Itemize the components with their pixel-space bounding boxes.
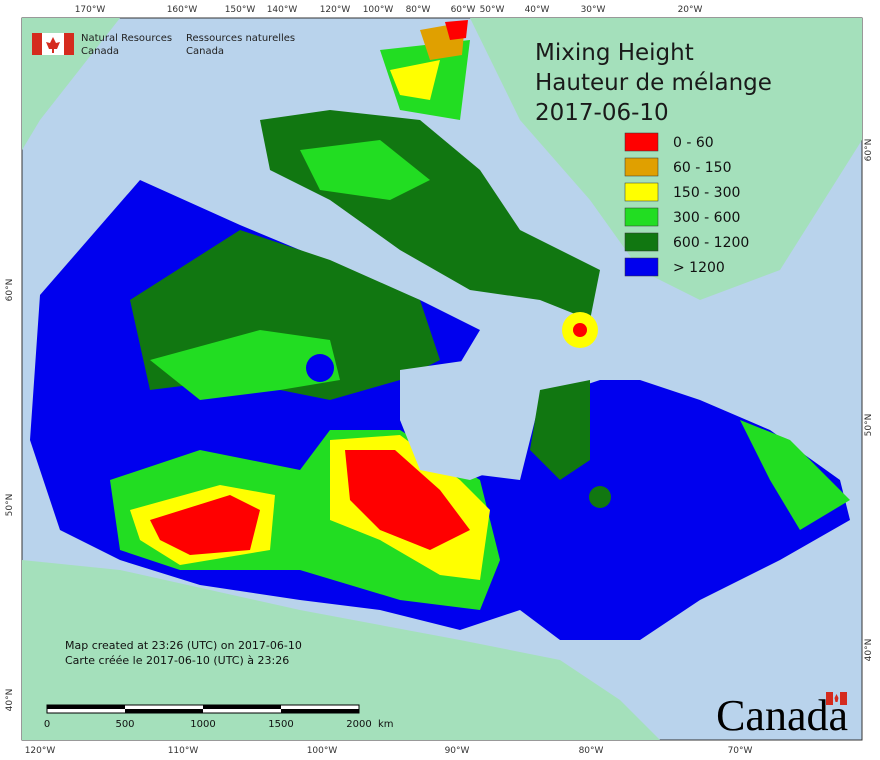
legend-swatch: [624, 132, 659, 152]
legend-label: 0 - 60: [673, 135, 714, 151]
scale-unit: km: [378, 719, 394, 730]
longitude-label: 40°W: [525, 5, 550, 15]
scale-label: 1500: [268, 719, 293, 730]
scale-segment: [47, 705, 125, 709]
map-note: Map created at 23:26 (UTC) on 2017-06-10: [65, 639, 302, 652]
longitude-label: 110°W: [168, 746, 199, 756]
lake-blue-zone: [306, 354, 334, 382]
longitude-label: 100°W: [307, 746, 338, 756]
longitude-label: 120°W: [25, 746, 56, 756]
scale-label: 1000: [190, 719, 215, 730]
longitude-label: 70°W: [728, 746, 753, 756]
latitude-label: 60°N: [5, 279, 15, 302]
longitude-label: 90°W: [445, 746, 470, 756]
longitude-label: 100°W: [363, 5, 394, 15]
map-title: Hauteur de mélange: [535, 70, 772, 96]
map-title: Mixing Height: [535, 40, 694, 66]
baffin-hotspot-core: [573, 323, 587, 337]
wordmark-flag-bar: [840, 692, 847, 705]
ellesmere-yellow-zone: [390, 60, 440, 100]
legend-label: 150 - 300: [673, 185, 740, 201]
latitude-label: 40°N: [864, 639, 874, 662]
latitude-label: 50°N: [864, 414, 874, 437]
legend-swatch: [624, 232, 659, 252]
longitude-label: 50°W: [480, 5, 505, 15]
flag-bar: [32, 33, 42, 55]
wordmark-flag-leaf: [834, 694, 839, 702]
usa-land: [22, 560, 660, 740]
org-name-en: Canada: [81, 46, 119, 57]
map-note: Carte créée le 2017-06-10 (UTC) à 23:26: [65, 654, 289, 667]
legend-label: 60 - 150: [673, 160, 732, 176]
ellesmere-red-zone: [445, 20, 468, 40]
longitude-label: 150°W: [225, 5, 256, 15]
scale-label: 500: [115, 719, 134, 730]
scale-bar: 0 500 1000 1500 2000 km: [44, 704, 394, 730]
scale-label: 0: [44, 719, 50, 730]
latitude-label: 60°N: [864, 139, 874, 162]
longitude-label: 30°W: [581, 5, 606, 15]
longitude-label: 80°W: [579, 746, 604, 756]
flag-bar: [64, 33, 74, 55]
hudson-bay: [400, 360, 520, 480]
legend-label: 600 - 1200: [673, 235, 749, 251]
legend-swatch: [624, 157, 659, 177]
greenland-land: [470, 18, 862, 300]
prairie-red-zone: [150, 495, 260, 555]
org-name-fr: Canada: [186, 46, 224, 57]
maritime-green-zone: [740, 420, 850, 530]
flag-leaf: [46, 37, 60, 53]
longitude-label: 140°W: [267, 5, 298, 15]
scale-segment: [203, 705, 281, 709]
longitude-label: 160°W: [167, 5, 198, 15]
map-title: 2017-06-10: [535, 100, 669, 126]
latitude-label: 40°N: [5, 689, 15, 712]
scale-segment: [125, 709, 203, 713]
legend-swatch: [624, 182, 659, 202]
org-name-fr: Ressources naturelles: [186, 33, 295, 44]
legend-swatch: [624, 207, 659, 227]
legend-label: > 1200: [673, 260, 725, 276]
longitude-label: 170°W: [75, 5, 106, 15]
longitude-label: 60°W: [451, 5, 476, 15]
wordmark-flag-bar: [826, 692, 833, 705]
wordmark: Canada: [716, 691, 848, 740]
branding: Natural Resources Canada Ressources natu…: [32, 33, 848, 740]
org-name-en: Natural Resources: [81, 33, 172, 44]
latitude-label: 50°N: [5, 494, 15, 517]
longitude-label: 20°W: [678, 5, 703, 15]
north-light-zone: [150, 330, 340, 400]
scale-label: 2000: [346, 719, 371, 730]
ontario-red-zone: [345, 450, 470, 550]
arctic-light-zone: [300, 140, 430, 200]
longitude-label: 120°W: [320, 5, 351, 15]
scale-segment: [281, 709, 359, 713]
longitude-label: 80°W: [406, 5, 431, 15]
legend-label: 300 - 600: [673, 210, 740, 226]
map-frame: [21, 17, 863, 741]
quebec-green-spot: [589, 486, 611, 508]
legend-swatch: [624, 257, 659, 277]
labrador-green-zone: [530, 380, 590, 480]
